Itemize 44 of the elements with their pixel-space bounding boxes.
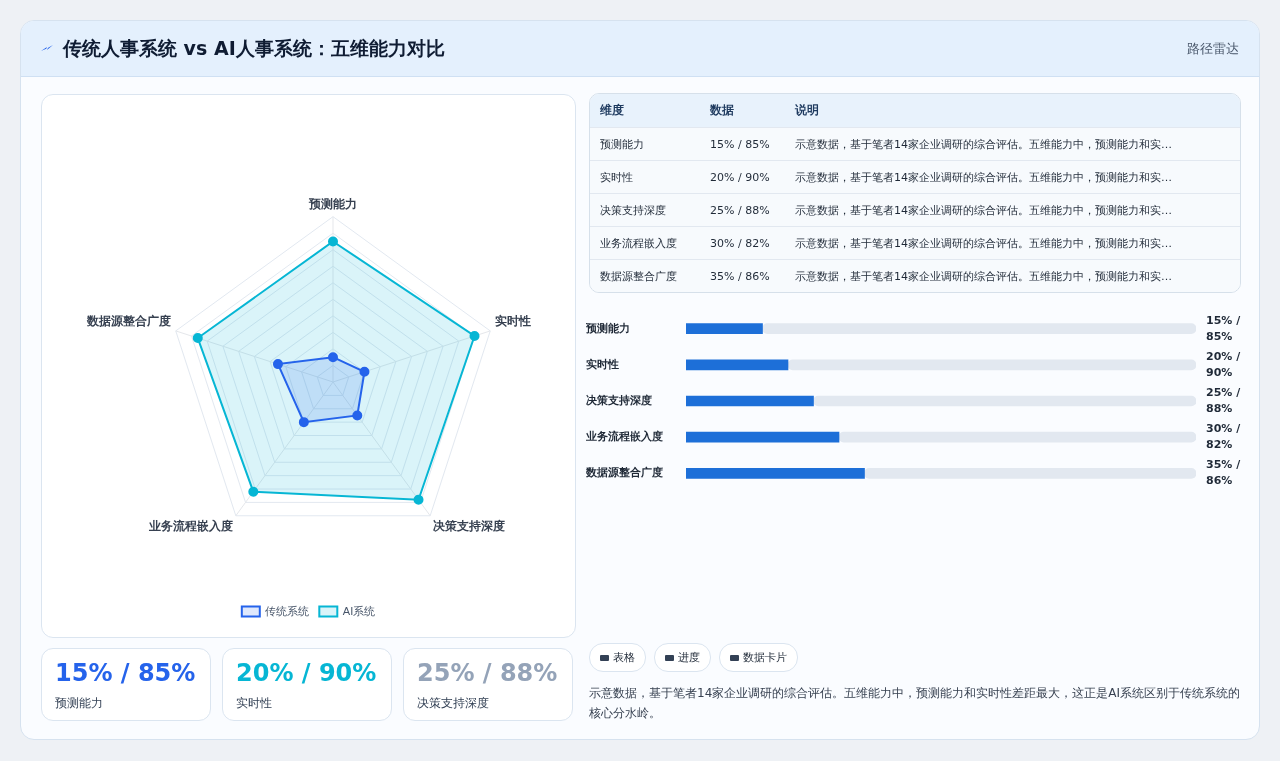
- spoke-label: 业务流程嵌入度: [147, 519, 233, 534]
- y-tick-label: 实时性: [586, 357, 619, 371]
- text: 25% / 88%: [710, 203, 770, 217]
- spoke-label: 实时性: [495, 314, 531, 329]
- data-label: 30% / 82%: [1206, 422, 1242, 452]
- text: 15% / 85%: [710, 137, 770, 151]
- data-label: 25% / 88%: [1206, 385, 1242, 415]
- data-label: 15% / 85%: [1206, 313, 1242, 343]
- category-label: 决策支持深度: [417, 696, 489, 710]
- legend-label: AI系统: [342, 604, 376, 617]
- text: 示意数据，基于笔者14家企业调研的综合评估。五维能力中，预测能力和实…: [785, 127, 1240, 160]
- spoke-label: 决策支持深度: [433, 519, 506, 534]
- category-label: 实时性: [236, 696, 272, 710]
- text: 数据: [700, 94, 785, 127]
- y-tick-label: 预测能力: [585, 321, 630, 335]
- text: 30% / 82%: [710, 236, 770, 250]
- data-label: 35% / 86%: [1206, 458, 1242, 488]
- spoke-label: 数据源整合广度: [86, 314, 171, 329]
- y-tick-label: 决策支持深度: [586, 393, 652, 407]
- text: 表格: [589, 643, 646, 672]
- category-label: 业务流程嵌入度: [600, 236, 677, 250]
- text: 示意数据，基于笔者14家企业调研的综合评估。五维能力中，预测能力和实…: [795, 203, 1172, 217]
- chart-title: 传统人事系统 vs AI人事系统：五维能力对比: [63, 36, 445, 61]
- legend-label: 传统系统: [265, 604, 310, 617]
- text: 示意数据，基于笔者14家企业调研的综合评估。五维能力中，预测能力和实时性差距最大，这正是AI系统区别于传统系统的核心分水岭。: [589, 685, 1242, 722]
- category-label: 数据源整合广度: [600, 269, 677, 283]
- y-tick-label: 业务流程嵌入度: [585, 430, 663, 444]
- text: 示意数据，基于笔者14家企业调研的综合评估。五维能力中，预测能力和实…: [795, 170, 1172, 184]
- data-label: 20% / 90%: [1206, 349, 1242, 379]
- category-label: 预测能力: [55, 696, 103, 710]
- text: 25% / 88%: [417, 659, 558, 687]
- text: 示意数据，基于笔者14家企业调研的综合评估。五维能力中，预测能力和实…: [795, 236, 1172, 250]
- y-tick-label: 数据源整合广度: [585, 466, 663, 480]
- text: 进度: [654, 643, 711, 672]
- text: 维度: [590, 94, 700, 127]
- text: 20% / 90%: [236, 659, 377, 687]
- text: 示意数据，基于笔者14家企业调研的综合评估。五维能力中，预测能力和实…: [795, 269, 1172, 283]
- text: 15% / 85%: [55, 659, 196, 687]
- spoke-label: 预测能力: [308, 196, 357, 211]
- text: 说明: [785, 94, 1240, 127]
- text: 路径雷达: [1187, 40, 1239, 58]
- text: 35% / 86%: [710, 269, 770, 283]
- text: 20% / 90%: [710, 170, 770, 184]
- text: 数据卡片: [719, 643, 798, 672]
